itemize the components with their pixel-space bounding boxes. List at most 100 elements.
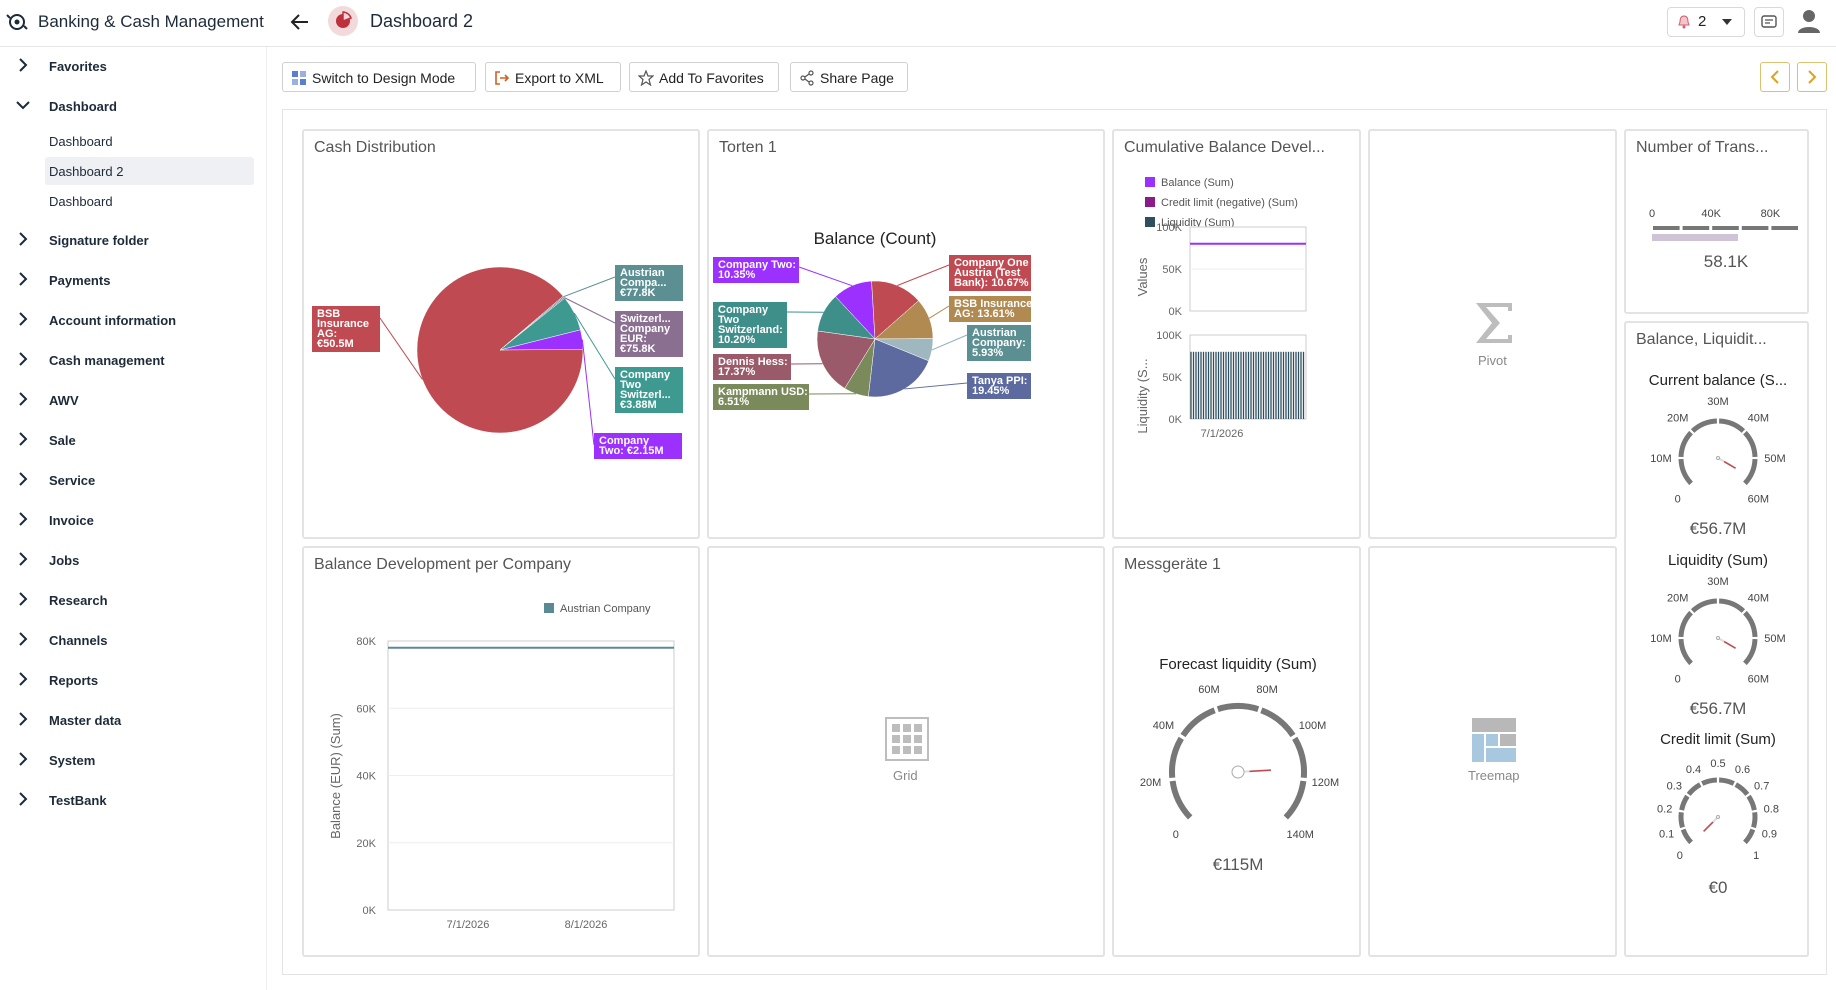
gauge-segment	[1678, 638, 1693, 666]
legend-swatch	[1145, 177, 1155, 187]
sidebar-subitem-dashboard[interactable]: Dashboard	[45, 127, 254, 155]
sidebar-item-favorites[interactable]: Favorites	[0, 49, 267, 85]
pie-label-box	[615, 265, 683, 301]
sidebar-item-label: System	[49, 753, 96, 768]
notifications-button[interactable]: 2	[1667, 7, 1745, 37]
back-arrow-icon[interactable]	[288, 10, 312, 34]
pie-label-text: Bank): 10.67%	[954, 277, 1029, 289]
sidebar-item-reports[interactable]: Reports	[0, 663, 267, 699]
switch-design-mode-button[interactable]: Switch to Design Mode	[282, 62, 476, 92]
sidebar-item-invoice[interactable]: Invoice	[0, 503, 267, 539]
tile-messgeraete-1[interactable]: Messgeräte 1 0 20M 40M 60M 80M 100M 120M 140M €1…	[1112, 546, 1361, 957]
y-tick-label: 60K	[356, 703, 376, 715]
sidebar-item-awv[interactable]: AWV	[0, 383, 267, 419]
tile-cumulative-balance[interactable]: Cumulative Balance Devel... Balance (Sum…	[1112, 129, 1361, 539]
sidebar-item-master-data[interactable]: Master data	[0, 703, 267, 739]
sidebar-subitem-dashboard-2[interactable]: Dashboard 2	[45, 157, 254, 185]
gauge-tick-label: 60M	[1198, 684, 1219, 696]
y-tick-label: 20K	[356, 838, 376, 850]
sidebar-item-channels[interactable]: Channels	[0, 623, 267, 659]
sidebar-item-dashboard[interactable]: Dashboard	[0, 89, 267, 125]
sidebar-item-sale[interactable]: Sale	[0, 423, 267, 459]
pie-leader-line	[904, 382, 968, 390]
gauge-tick-label: 20M	[1667, 413, 1688, 425]
tile-cash-distribution[interactable]: Cash Distribution BSB Insurance AG: €50.5M A…	[302, 129, 700, 539]
pie-label-text: €75.8K	[620, 343, 656, 355]
pie-label-box	[713, 302, 787, 348]
legend-swatch	[544, 603, 554, 613]
sidebar-item-system[interactable]: System	[0, 743, 267, 779]
gauge-needle-tip	[1723, 640, 1736, 649]
sidebar-item-cash-management[interactable]: Cash management	[0, 343, 267, 379]
pie-label-box	[967, 373, 1031, 399]
user-avatar-icon[interactable]	[1796, 8, 1822, 34]
tile-balance-liquidity[interactable]: Balance, Liquidit... 0 10M 20M 30M 40M 50M 60M…	[1624, 321, 1809, 957]
pie-label-text: €50.5M	[317, 338, 354, 350]
gauge-value: €0	[1709, 878, 1728, 897]
sidebar-item-account-information[interactable]: Account information	[0, 303, 267, 339]
gauge-segment	[1734, 782, 1750, 796]
chevron-down-icon	[16, 101, 30, 110]
legend-label: Liquidity (Sum)	[1161, 217, 1234, 229]
gauge-hub	[1231, 765, 1245, 779]
pie-leader-line	[564, 297, 616, 324]
previous-page-button[interactable]	[1760, 62, 1790, 92]
page-icon	[328, 6, 358, 36]
sidebar-item-jobs[interactable]: Jobs	[0, 543, 267, 579]
tile-number-of-transactions[interactable]: Number of Trans... 0 40K 80K 58.1K	[1624, 129, 1809, 314]
balance-liquidity-gauges: 0 10M 20M 30M 40M 50M 60M €56.7M Current balance…	[1649, 372, 1787, 897]
export-xml-button[interactable]: Export to XML	[485, 62, 621, 92]
tile-pivot[interactable]: Pivot	[1368, 129, 1617, 539]
messages-button[interactable]	[1754, 7, 1784, 37]
sidebar-item-label: Channels	[49, 633, 108, 648]
next-page-button[interactable]	[1797, 62, 1827, 92]
gauge-hub	[1716, 636, 1720, 640]
gauge-segment	[1169, 780, 1193, 820]
export-icon	[495, 71, 510, 85]
sidebar-item-research[interactable]: Research	[0, 583, 267, 619]
gauge-tick-label: 10M	[1650, 633, 1671, 645]
gauge-needle-tip	[1723, 460, 1736, 469]
pie-label: Kampmann USD:6.51%	[713, 384, 809, 410]
range-band	[1741, 226, 1769, 230]
bell-icon	[1678, 15, 1690, 29]
gauge-segment	[1743, 610, 1758, 638]
pie-label-text: AG: 13.61%	[954, 308, 1015, 320]
sidebar: Favorites Dashboard Dashboard Dashboard …	[0, 47, 267, 990]
tile-treemap[interactable]: Treemap	[1368, 546, 1617, 957]
range-band	[1771, 226, 1798, 230]
pie-label-text: €77.8K	[620, 287, 656, 299]
balance-count-pie-chart: Balance (Count)Company Two:10.35%Company…	[713, 229, 1032, 410]
app-logo-icon[interactable]	[6, 12, 28, 32]
pie-label-text: Company	[620, 369, 671, 381]
pie-leader-line	[379, 317, 423, 380]
gauge-tick-label: 40M	[1748, 593, 1769, 605]
gauge-tick-label: 0.6	[1735, 764, 1750, 776]
sidebar-subitem-label: Dashboard 2	[49, 164, 124, 179]
sidebar-item-signature-folder[interactable]: Signature folder	[0, 223, 267, 259]
gauge-value: €56.7M	[1690, 699, 1747, 718]
tile-grid[interactable]: Grid	[707, 546, 1105, 957]
sidebar-item-payments[interactable]: Payments	[0, 263, 267, 299]
add-to-favorites-button[interactable]: Add To Favorites	[629, 62, 779, 92]
toolbar-label: Switch to Design Mode	[312, 70, 456, 86]
gauge-tick-label: 50M	[1764, 453, 1785, 465]
chevron-down-icon	[1722, 19, 1732, 25]
gauge-title: Liquidity (Sum)	[1668, 552, 1768, 569]
pie-label-box	[594, 433, 682, 459]
sidebar-subitem-dashboard[interactable]: Dashboard	[45, 187, 254, 215]
sidebar-item-testbank[interactable]: TestBank	[0, 783, 267, 819]
design-mode-icon	[292, 71, 306, 85]
chevron-left-icon	[1770, 70, 1779, 84]
gauge-tick-label: 0.7	[1754, 780, 1769, 792]
sidebar-item-service[interactable]: Service	[0, 463, 267, 499]
tile-torten-1[interactable]: Torten 1 Balance (Count) Company Two: 10.3…	[707, 129, 1105, 539]
share-page-button[interactable]: Share Page	[790, 62, 908, 92]
tile-balance-development[interactable]: Balance Development per Company Austrian…	[302, 546, 700, 957]
gauge-tick-label: 10M	[1650, 453, 1671, 465]
y-tick-label: 0K	[1169, 306, 1183, 318]
gauge-needle-tip	[1703, 821, 1714, 832]
cumulative-balance-chart: Balance (Sum) Credit limit (negative) (Su…	[1135, 177, 1307, 440]
